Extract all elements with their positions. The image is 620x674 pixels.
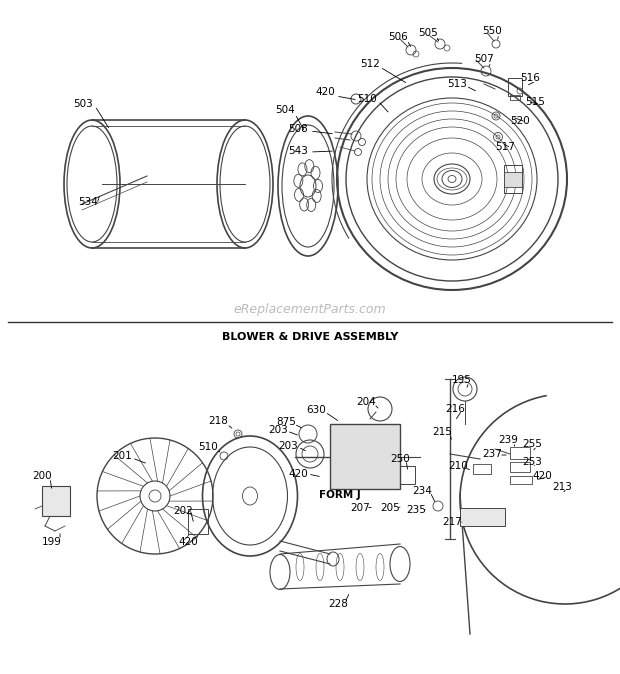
Text: 504: 504 xyxy=(275,105,295,115)
Text: 199: 199 xyxy=(42,537,62,547)
Text: 503: 503 xyxy=(73,99,93,109)
Text: 543: 543 xyxy=(288,146,308,156)
Text: BLOWER & DRIVE ASSEMBLY: BLOWER & DRIVE ASSEMBLY xyxy=(222,332,398,342)
Bar xyxy=(504,165,522,193)
Text: 250: 250 xyxy=(390,454,410,464)
Text: 520: 520 xyxy=(510,116,530,126)
Text: 550: 550 xyxy=(482,26,502,36)
Text: 201: 201 xyxy=(112,451,132,461)
Text: 216: 216 xyxy=(445,404,465,414)
Bar xyxy=(473,464,491,474)
Text: 516: 516 xyxy=(520,73,540,83)
Bar xyxy=(510,476,532,484)
Bar xyxy=(510,95,520,100)
Text: 534: 534 xyxy=(78,197,98,207)
Text: 505: 505 xyxy=(418,28,438,38)
Text: 228: 228 xyxy=(328,599,348,609)
Text: 420: 420 xyxy=(288,469,308,479)
Text: 508: 508 xyxy=(288,124,308,134)
Text: 510: 510 xyxy=(198,442,218,452)
Text: 510: 510 xyxy=(357,94,377,104)
Bar xyxy=(400,466,415,484)
Text: 205: 205 xyxy=(380,503,400,513)
Text: 515: 515 xyxy=(525,97,545,107)
Text: 506: 506 xyxy=(388,32,408,42)
Text: 512: 512 xyxy=(360,59,380,69)
Text: 420: 420 xyxy=(178,537,198,547)
Bar xyxy=(504,172,522,187)
Text: eReplacementParts.com: eReplacementParts.com xyxy=(234,303,386,317)
Text: 517: 517 xyxy=(495,142,515,152)
Text: 202: 202 xyxy=(173,506,193,516)
Text: 234: 234 xyxy=(412,486,432,496)
Text: 253: 253 xyxy=(522,457,542,467)
Text: 507: 507 xyxy=(474,54,494,64)
Text: 204: 204 xyxy=(356,397,376,407)
Text: 210: 210 xyxy=(448,461,468,471)
Bar xyxy=(188,509,208,534)
Text: 235: 235 xyxy=(406,505,426,515)
Text: 203: 203 xyxy=(278,441,298,451)
Text: 255: 255 xyxy=(522,439,542,449)
Text: FORM J: FORM J xyxy=(319,490,361,500)
Bar xyxy=(42,486,70,516)
Text: 420: 420 xyxy=(532,471,552,481)
Text: 203: 203 xyxy=(268,425,288,435)
Text: 215: 215 xyxy=(432,427,452,437)
Text: 513: 513 xyxy=(447,79,467,89)
Text: 237: 237 xyxy=(482,449,502,459)
Text: 218: 218 xyxy=(208,416,228,426)
Text: 239: 239 xyxy=(498,435,518,445)
Bar xyxy=(510,447,530,459)
Text: 630: 630 xyxy=(306,405,326,415)
Text: 217: 217 xyxy=(442,517,462,527)
Text: 213: 213 xyxy=(552,482,572,492)
Text: 207: 207 xyxy=(350,503,370,513)
Bar xyxy=(508,78,522,96)
Bar xyxy=(330,424,400,489)
Text: 875: 875 xyxy=(276,417,296,427)
Text: 420: 420 xyxy=(315,87,335,97)
Bar xyxy=(510,462,530,472)
Bar xyxy=(460,508,505,526)
Text: 195: 195 xyxy=(452,375,472,385)
Text: 200: 200 xyxy=(32,471,52,481)
